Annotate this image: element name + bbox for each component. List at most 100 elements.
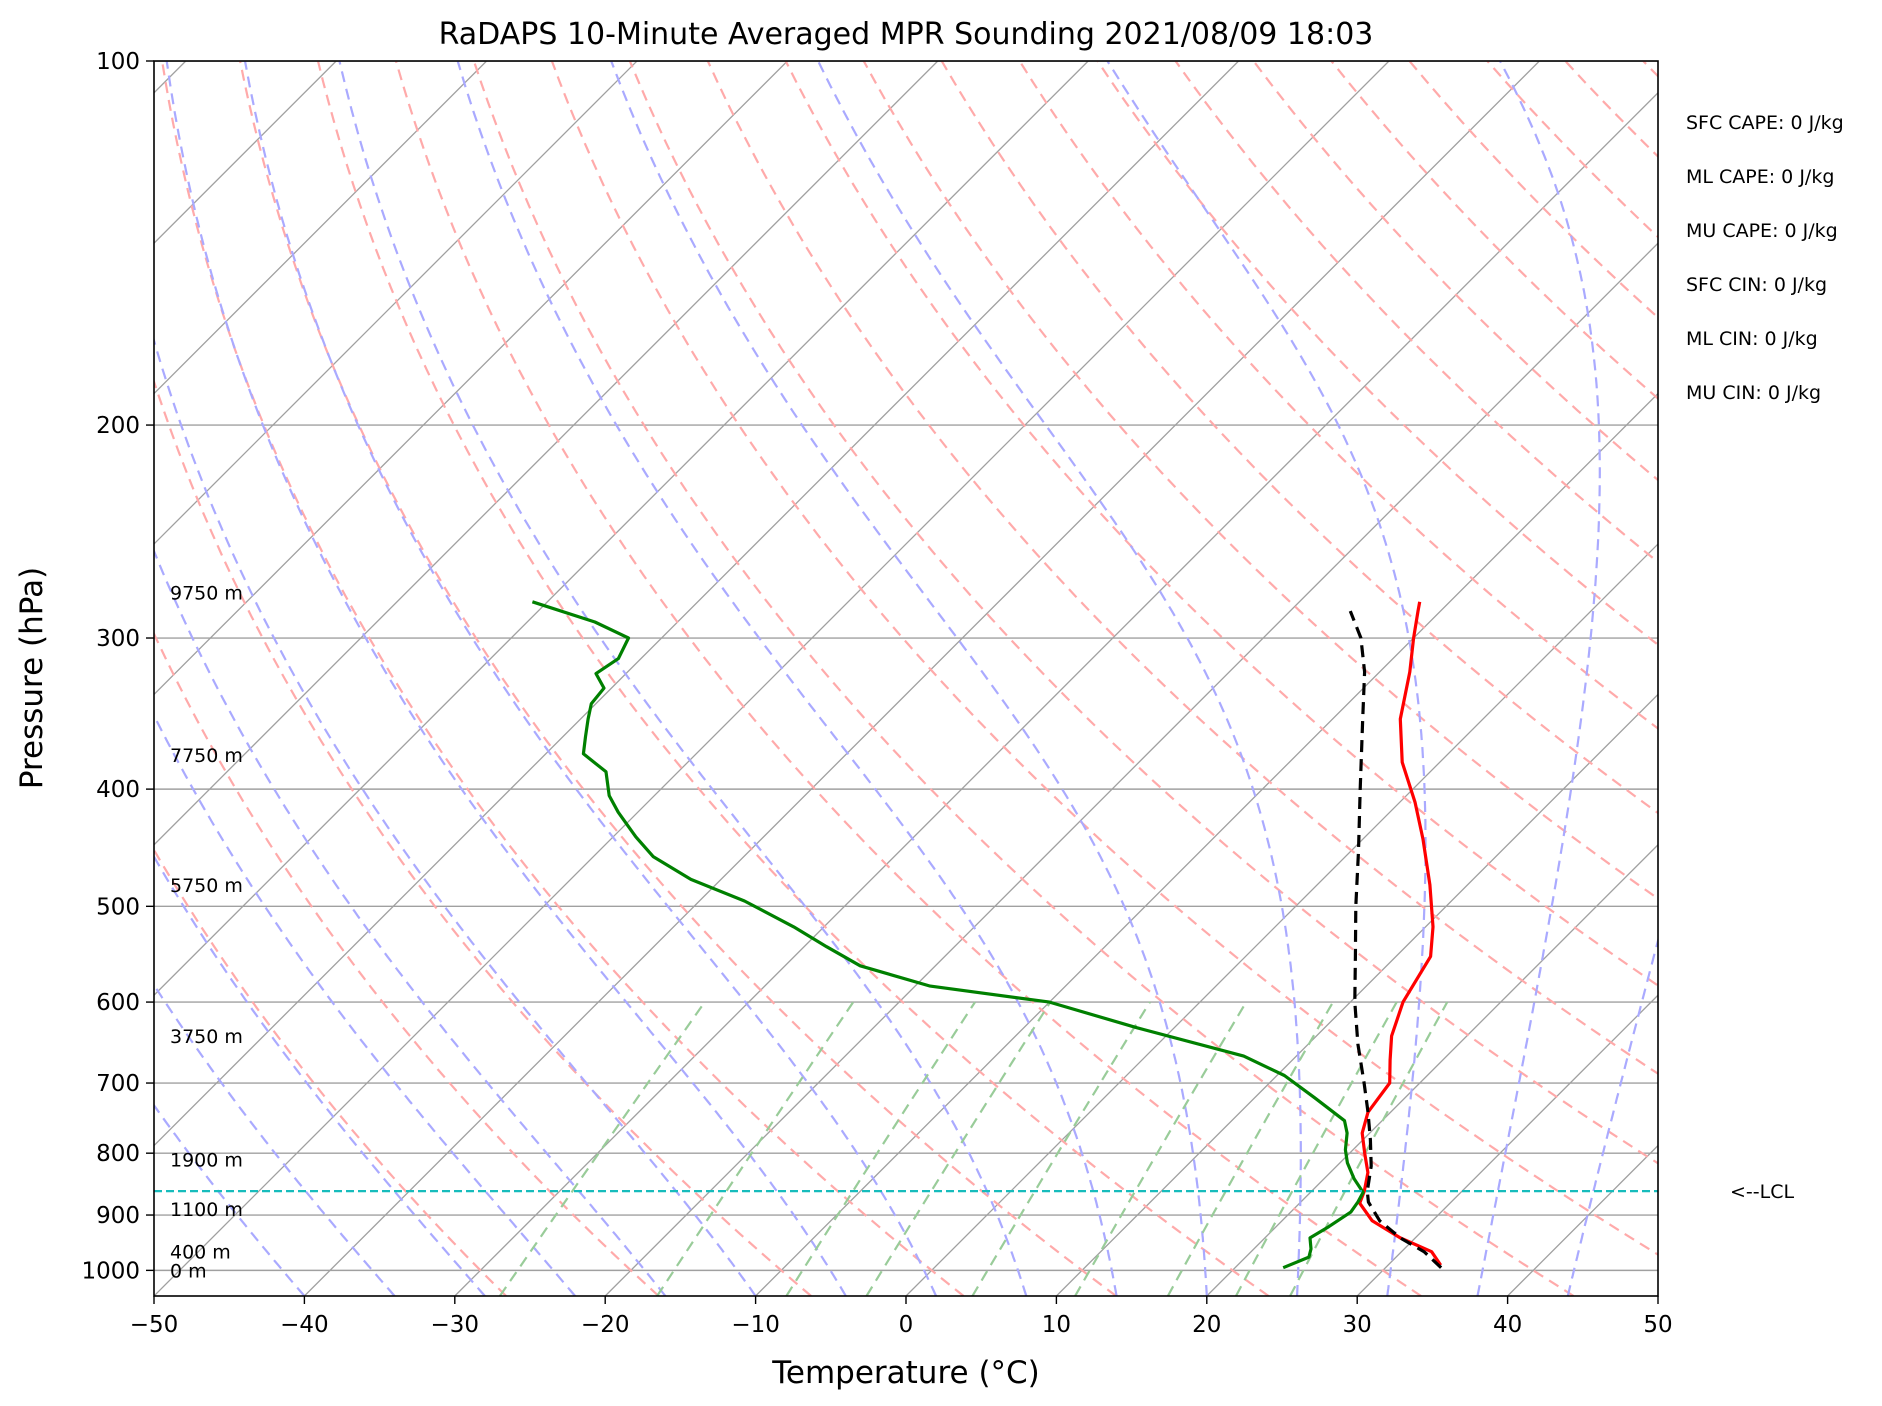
dry-adiabat-line [394,61,1422,1296]
lcl-label: <--LCL [1730,1181,1794,1203]
x-tick-label: 50 [1643,1312,1672,1338]
moist-adiabat-line [1476,61,1601,1296]
isotherm-line [755,392,1658,1296]
mixing-ratio-line [498,1001,706,1296]
x-tick-label: −40 [280,1312,329,1338]
x-tick-label: 10 [1042,1312,1071,1338]
dewpoint-profile-line [531,600,1365,1270]
isotherm-line [1356,994,1658,1296]
height-label: 9750 m [170,582,243,604]
moist-adiabat-line [154,854,486,1296]
height-label: 5750 m [170,875,243,897]
moist-adiabat-line [1106,61,1427,1296]
dry-adiabat-line [161,61,965,1296]
stat-label: MU CIN: 0 J/kg [1686,382,1821,404]
x-tick-label: −50 [130,1312,179,1338]
dry-adiabat-line [1721,61,1882,1296]
isotherm-line [1055,693,1658,1296]
adiabat-layer [154,61,1882,1296]
mixing-ratio-line [1235,1001,1398,1296]
dry-adiabat-line [472,61,1575,1296]
moist-adiabat-line [243,61,938,1296]
height-label: 3750 m [170,1026,243,1048]
series-layer [154,600,1658,1270]
isotherm-line [154,61,488,395]
stat-label: SFC CAPE: 0 J/kg [1686,112,1844,134]
stat-label: ML CIN: 0 J/kg [1686,328,1818,350]
moist-adiabat-line [154,548,667,1296]
isotherm-line [154,61,1390,1296]
x-tick-label: 0 [899,1312,914,1338]
isotherm-line [905,543,1658,1296]
moist-adiabat-line [154,712,576,1296]
dry-adiabat-line [239,61,1117,1296]
isotherm-line [1507,1144,1658,1296]
y-tick-label: 1000 [81,1258,140,1284]
moist-adiabat-line [165,61,847,1296]
stat-label: ML CAPE: 0 J/kg [1686,166,1834,188]
dry-adiabat-line [1174,61,1658,564]
moist-adiabat-line [154,336,757,1296]
dry-adiabat-line [154,378,812,1296]
stat-label: MU CAPE: 0 J/kg [1686,220,1838,242]
grid-layer [154,61,1658,1296]
y-tick-label: 200 [96,413,140,439]
dry-adiabat-line [1642,61,1658,78]
isotherm-line [154,61,1089,997]
dry-adiabat-line [1330,61,1658,400]
isotherm-line [1657,1295,1658,1296]
moist-adiabat-line [154,983,396,1296]
height-label: 400 m [170,1242,231,1264]
dry-adiabat-line [1486,61,1658,239]
parcel-profile-line [1348,610,1443,1269]
isotherm-line [154,61,939,846]
x-tick-label: 30 [1343,1312,1372,1338]
height-label: 7750 m [170,745,243,767]
isotherm-line [154,61,1240,1147]
stat-label: SFC CIN: 0 J/kg [1686,274,1827,296]
y-tick-label: 100 [96,49,140,75]
height-label: 1100 m [170,1199,243,1221]
isotherm-line [454,91,1658,1296]
y-tick-label: 300 [96,626,140,652]
moist-adiabat-line [610,61,1208,1296]
height-label: 1900 m [170,1150,243,1172]
annotation-layer: 9750 m 7750 m 5750 m 3750 m 1900 m 1100 m 400 … [170,112,1844,1282]
isotherm-line [604,242,1658,1296]
y-tick-label: 700 [96,1071,140,1097]
x-axis-label: Temperature (°C) [771,1355,1040,1391]
dry-adiabat-line [316,61,1270,1296]
mixing-ratio-line [785,1001,976,1296]
y-tick-label: 400 [96,777,140,803]
x-tick-label: 40 [1493,1312,1522,1338]
x-tick-label: 20 [1192,1312,1221,1338]
dry-adiabat-line [628,61,1658,1165]
temperature-profile-line [1358,601,1443,1266]
y-tick-label: 500 [96,894,140,920]
dry-adiabat-line [1018,61,1658,730]
dry-adiabat-line [1252,61,1658,482]
mixing-ratio-line [1074,1001,1248,1296]
isotherm-line [154,61,788,696]
y-tick-label: 600 [96,990,140,1016]
y-tick-label: 800 [96,1141,140,1167]
moist-adiabat-line [1566,936,1658,1296]
chart-title: RaDAPS 10-Minute Averaged MPR Sounding 2… [439,17,1374,52]
isotherm-line [154,61,638,545]
plot-frame [153,60,1659,1297]
dry-adiabat-line [706,61,1658,1076]
mixing-ratio-line [865,1001,1052,1296]
mixing-ratio-line [1289,1001,1449,1296]
dry-adiabat-line [940,61,1658,815]
dry-adiabat-line [154,631,660,1296]
moist-adiabat-line [338,61,1028,1296]
isotherm-line [1206,843,1658,1296]
isotherm-line [303,61,1540,1296]
dry-adiabat-line [1408,61,1658,320]
mixing-ratio-line [1166,1001,1334,1296]
dry-adiabat-line [784,61,1658,987]
y-axis-label: Pressure (hPa) [14,567,50,789]
y-tick-label: 900 [96,1203,140,1229]
moist-adiabat-line [456,61,1118,1296]
